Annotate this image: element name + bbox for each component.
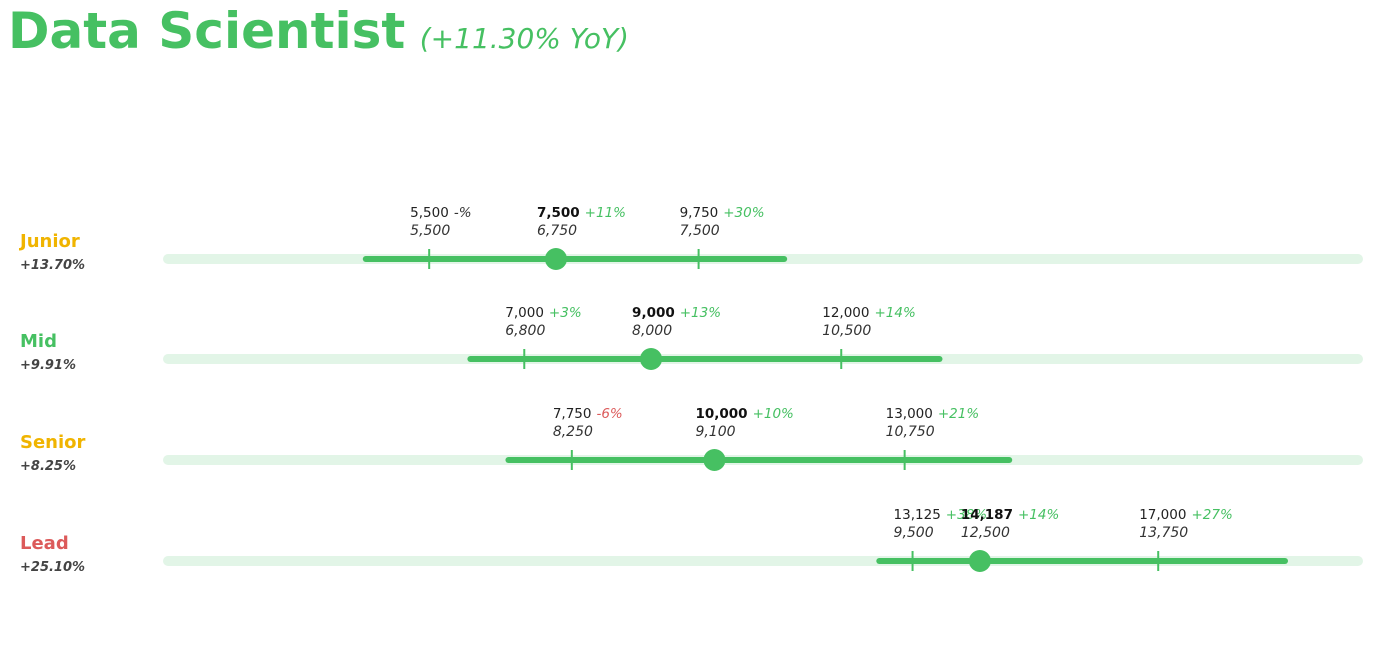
previous-value: 10,500 <box>822 323 871 339</box>
value-change: +10% <box>753 406 794 422</box>
value-label: 14,187 +14% <box>961 507 1059 523</box>
value-label: 9,000 +13% <box>632 305 721 321</box>
median-dot <box>640 348 663 370</box>
previous-value: 8,000 <box>632 323 672 339</box>
previous-value: 5,500 <box>410 223 450 239</box>
value-label: 12,000 +14% <box>822 305 916 321</box>
value-amount: 5,500 <box>410 205 449 221</box>
value-label: 5,500 -% <box>410 205 471 221</box>
value-amount: 7,500 <box>537 205 580 221</box>
value-amount: 9,750 <box>680 205 719 221</box>
previous-value: 8,250 <box>553 424 593 440</box>
value-label: 7,000 +3% <box>505 305 581 321</box>
previous-value: 9,100 <box>695 424 735 440</box>
value-amount: 9,000 <box>632 305 675 321</box>
value-amount: 7,000 <box>505 305 544 321</box>
value-amount: 10,000 <box>695 406 747 422</box>
value-change: -6% <box>596 406 622 422</box>
previous-value: 6,800 <box>505 323 545 339</box>
median-dot <box>968 550 991 572</box>
median-dot <box>703 449 726 471</box>
value-change: -% <box>454 205 472 221</box>
level-change: +8.25% <box>20 459 76 474</box>
value-change: +13% <box>680 305 721 321</box>
level-label: Lead <box>20 533 69 554</box>
value-change: +38% <box>946 507 987 523</box>
value-amount: 14,187 <box>961 507 1013 523</box>
value-amount: 17,000 <box>1139 507 1186 523</box>
level-change: +9.91% <box>20 358 76 373</box>
value-amount: 7,750 <box>553 406 592 422</box>
level-label: Junior <box>18 231 80 252</box>
value-label: 17,000 +27% <box>1139 507 1233 523</box>
value-change: +3% <box>549 305 582 321</box>
yoy-change: (+11.30% YoY) <box>419 22 629 55</box>
previous-value: 12,500 <box>961 525 1010 541</box>
value-amount: 13,125 <box>894 507 941 523</box>
value-change: +30% <box>723 205 764 221</box>
value-amount: 12,000 <box>822 305 869 321</box>
value-label: 13,000 +21% <box>886 406 980 422</box>
previous-value: 7,500 <box>680 223 720 239</box>
header: Data Scientist (+11.30% YoY) <box>8 2 629 60</box>
level-change: +25.10% <box>20 560 85 575</box>
value-change: +14% <box>874 305 915 321</box>
value-amount: 13,000 <box>886 406 933 422</box>
previous-value: 13,750 <box>1139 525 1188 541</box>
previous-value: 10,750 <box>886 424 935 440</box>
previous-value: 9,500 <box>894 525 934 541</box>
median-dot <box>544 248 567 270</box>
value-change: +27% <box>1191 507 1232 523</box>
value-change: +21% <box>938 406 979 422</box>
level-change: +13.70% <box>20 258 85 273</box>
value-label: 7,500 +11% <box>537 205 626 221</box>
page-title: Data Scientist <box>8 2 406 60</box>
value-change: +14% <box>1018 507 1059 523</box>
value-label: 10,000 +10% <box>695 406 793 422</box>
value-label: 7,750 -6% <box>553 406 623 422</box>
value-label: 9,750 +30% <box>680 205 765 221</box>
level-label: Mid <box>20 331 57 352</box>
value-label: 13,125 +38% <box>894 507 988 523</box>
previous-value: 6,750 <box>537 223 577 239</box>
value-change: +11% <box>585 205 626 221</box>
level-label: Senior <box>20 432 86 453</box>
